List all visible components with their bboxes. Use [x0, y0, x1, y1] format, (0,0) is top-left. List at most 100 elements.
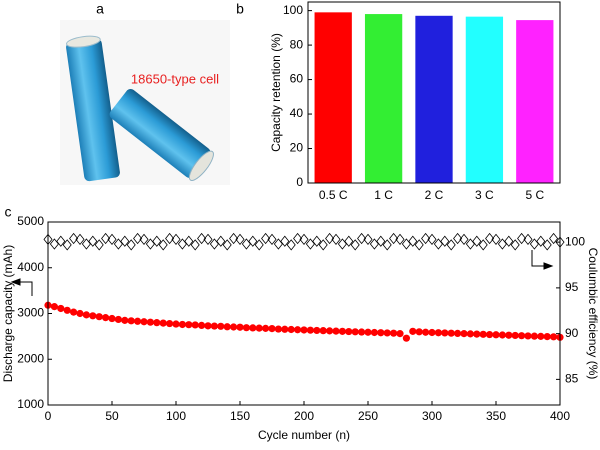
- data-point: [305, 238, 315, 250]
- data-point: [510, 239, 520, 251]
- data-point: [107, 233, 117, 246]
- data-point: [408, 235, 418, 247]
- data-point: [191, 321, 199, 329]
- data-point: [121, 316, 129, 324]
- data-point: [197, 232, 207, 245]
- data-point: [203, 233, 213, 246]
- data-point: [94, 239, 104, 251]
- data-point: [185, 321, 193, 329]
- data-point: [524, 332, 532, 340]
- data-point: [145, 238, 155, 250]
- data-point: [478, 239, 488, 251]
- data-point: [517, 232, 527, 245]
- data-point: [441, 329, 449, 337]
- data-point: [299, 233, 309, 246]
- x-tick-label: 150: [230, 409, 250, 423]
- data-point: [453, 232, 463, 245]
- data-point: [395, 233, 405, 246]
- data-point: [209, 238, 219, 250]
- y2-tick-label: 95: [565, 280, 579, 294]
- data-point: [313, 326, 321, 335]
- data-point: [491, 233, 501, 246]
- data-point: [236, 323, 244, 331]
- data-point: [127, 317, 135, 325]
- data-point: [427, 233, 437, 246]
- data-point: [497, 238, 507, 250]
- data-point: [326, 327, 334, 335]
- data-point: [542, 239, 552, 251]
- data-point: [344, 235, 354, 247]
- bar: [465, 16, 504, 184]
- data-point: [50, 303, 59, 311]
- data-point: [216, 235, 226, 247]
- x-tick-label: 1 C: [374, 188, 393, 202]
- x-axis-label: Cycle number (n): [258, 428, 350, 442]
- data-point: [254, 239, 264, 251]
- data-point: [479, 330, 487, 338]
- data-point: [294, 326, 302, 334]
- data-point: [81, 238, 91, 250]
- data-point: [184, 235, 194, 247]
- data-point: [166, 319, 174, 328]
- data-point: [172, 320, 180, 328]
- data-point: [230, 323, 238, 331]
- data-point: [466, 330, 474, 338]
- arrow-right: [531, 250, 554, 270]
- data-point: [440, 235, 450, 247]
- data-point: [459, 233, 469, 246]
- data-point: [498, 331, 506, 339]
- data-point: [530, 332, 539, 340]
- data-point: [95, 313, 103, 321]
- y-tick-label: 100: [283, 3, 303, 17]
- y-tick-label: 5000: [17, 214, 44, 228]
- data-point: [217, 322, 225, 330]
- y2-axis-label: Coulumbic efficiency (%): [586, 248, 600, 380]
- x-tick-label: 3 C: [475, 188, 494, 202]
- panel-label: b: [236, 1, 244, 17]
- x-tick-label: 0.5 C: [319, 188, 348, 202]
- data-point: [363, 233, 373, 246]
- x-tick-label: 100: [166, 409, 186, 423]
- data-point: [146, 318, 154, 326]
- data-point: [300, 326, 308, 334]
- x-tick-label: 50: [105, 409, 119, 423]
- data-point: [113, 238, 123, 250]
- x-tick-label: 300: [422, 409, 442, 423]
- y-tick-label: 60: [290, 72, 304, 86]
- data-point: [414, 239, 424, 251]
- data-point: [281, 325, 289, 333]
- data-point: [286, 239, 296, 251]
- x-tick-label: 250: [358, 409, 378, 423]
- data-point: [486, 330, 494, 339]
- data-point: [229, 232, 239, 245]
- data-point: [473, 330, 481, 338]
- data-point: [70, 308, 78, 316]
- data-point: [177, 238, 187, 250]
- x-tick-label: 2 C: [425, 188, 444, 202]
- bar: [314, 12, 352, 183]
- data-point: [338, 327, 346, 335]
- data-point: [152, 235, 162, 247]
- y-tick-label: 3000: [17, 306, 44, 320]
- arrow-left: [10, 278, 33, 296]
- data-point: [422, 328, 430, 336]
- data-point: [529, 238, 539, 250]
- x-tick-label: 400: [550, 409, 570, 423]
- data-point: [165, 232, 175, 245]
- y-tick-label: 20: [290, 141, 304, 155]
- data-point: [350, 239, 360, 251]
- data-point: [274, 325, 282, 333]
- data-point: [319, 327, 327, 335]
- data-point: [358, 328, 366, 336]
- data-point: [204, 322, 212, 330]
- data-point: [537, 332, 545, 340]
- panel-label: a: [96, 1, 104, 17]
- data-point: [523, 233, 533, 246]
- cell-upright: [66, 35, 120, 182]
- data-point: [421, 232, 431, 245]
- data-point: [249, 324, 257, 332]
- data-point: [415, 328, 423, 336]
- data-point: [248, 235, 258, 247]
- data-point: [56, 235, 66, 247]
